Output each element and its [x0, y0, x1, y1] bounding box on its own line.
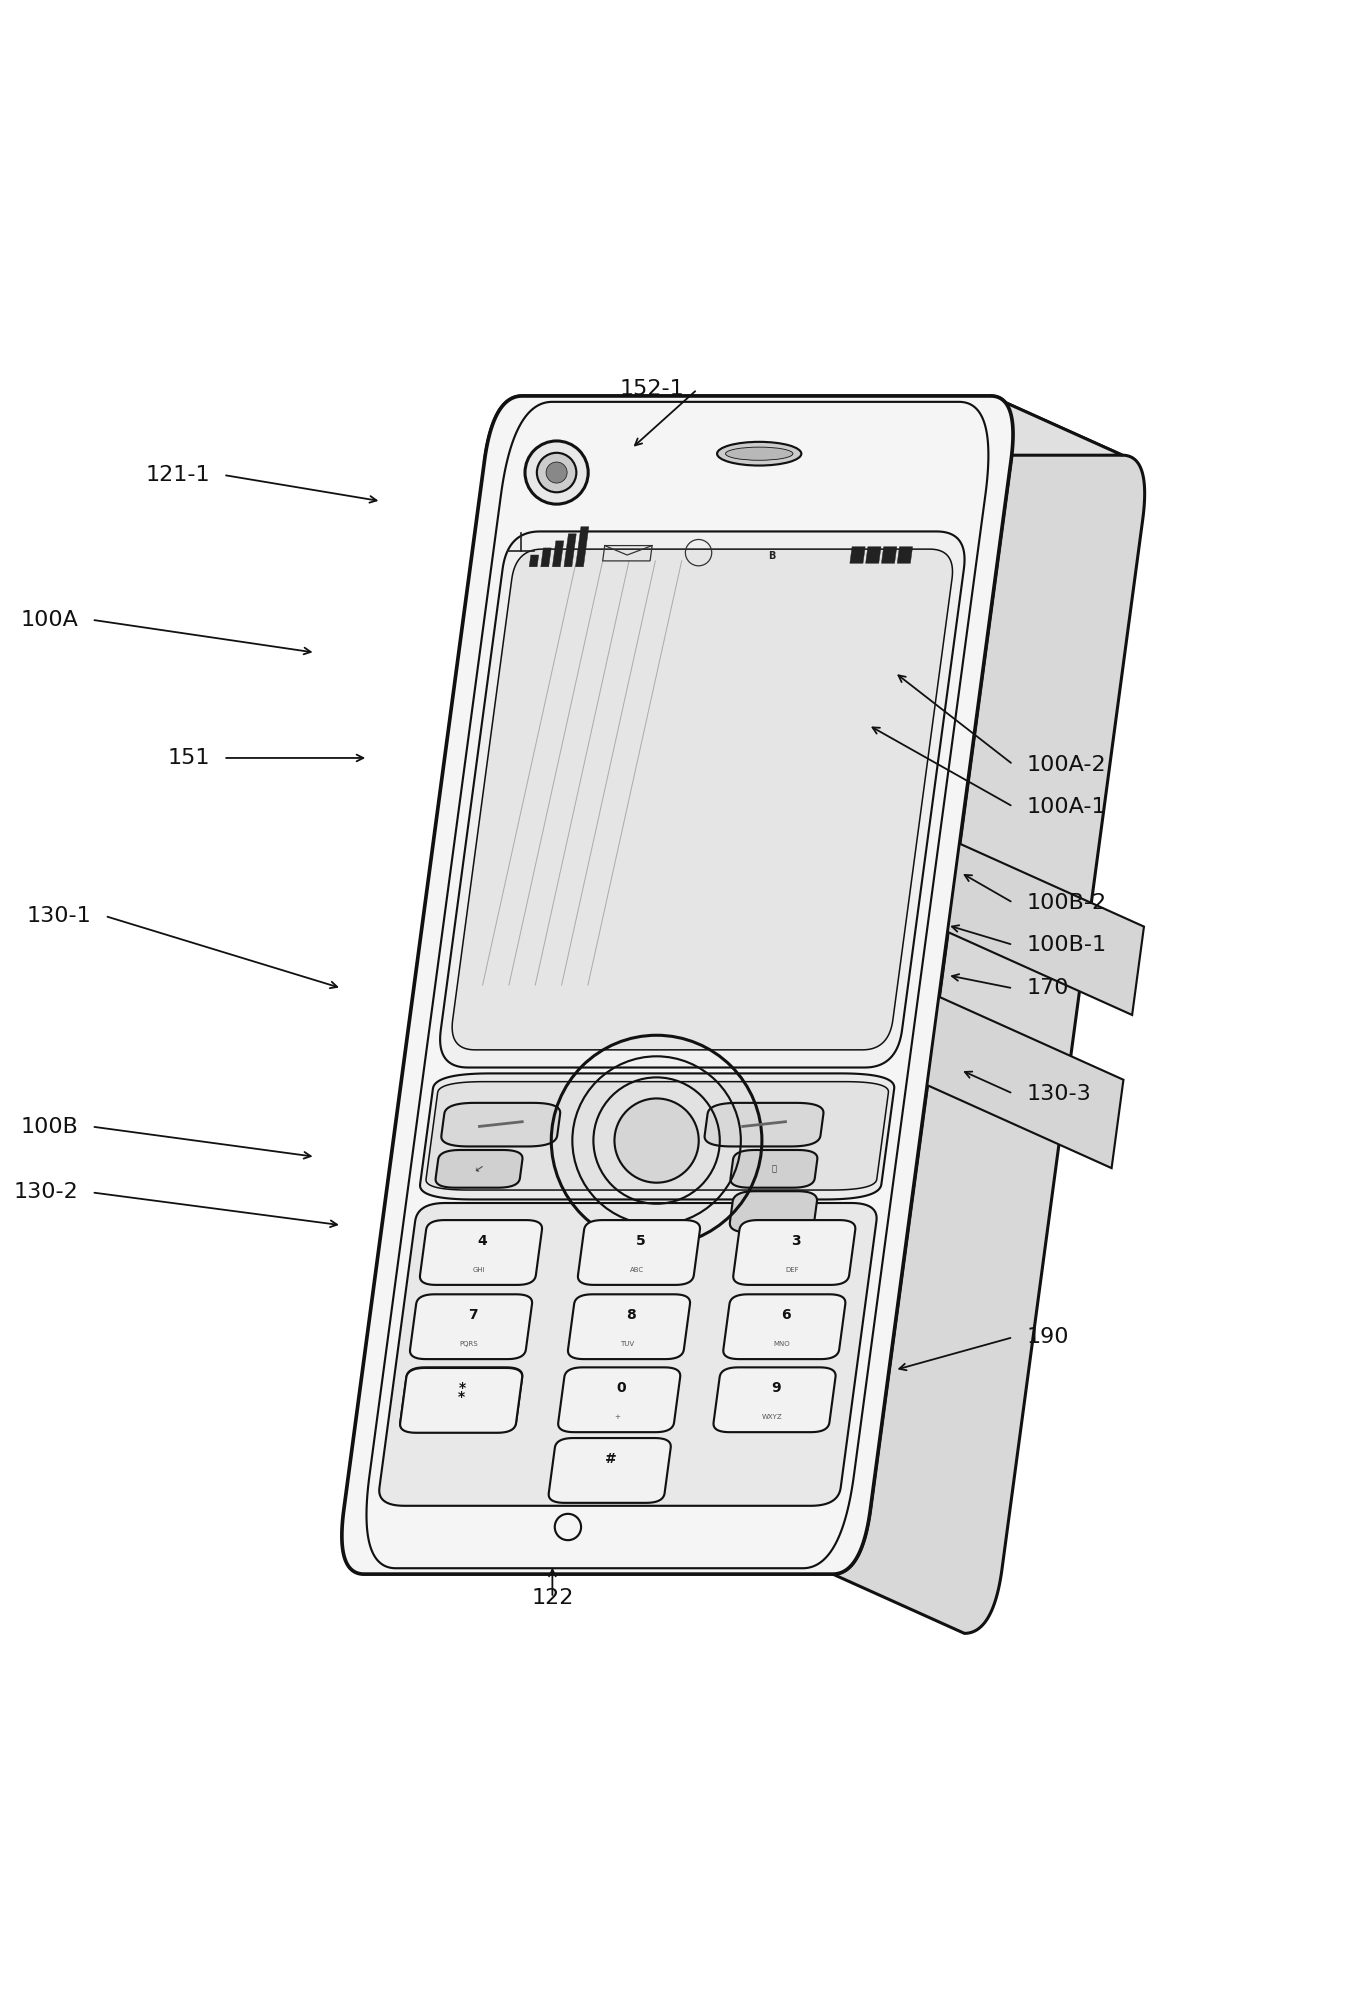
Ellipse shape [725, 447, 794, 461]
Polygon shape [541, 549, 551, 567]
Polygon shape [866, 547, 881, 563]
Polygon shape [342, 397, 1013, 1574]
Polygon shape [713, 1368, 835, 1432]
Text: 170: 170 [1026, 977, 1069, 997]
Polygon shape [426, 1082, 889, 1190]
Polygon shape [564, 535, 576, 567]
Circle shape [525, 441, 588, 505]
Polygon shape [927, 997, 1123, 1168]
Text: WXYZ: WXYZ [761, 1414, 783, 1420]
Text: *: * [459, 1390, 465, 1404]
Polygon shape [410, 1294, 533, 1360]
Text: 151: 151 [168, 747, 210, 767]
Polygon shape [568, 1294, 690, 1360]
Polygon shape [420, 1074, 894, 1200]
Text: 100A-1: 100A-1 [1026, 797, 1106, 817]
Text: 122: 122 [531, 1588, 573, 1608]
Polygon shape [484, 397, 1122, 521]
Circle shape [537, 453, 577, 493]
Polygon shape [881, 547, 897, 563]
Polygon shape [733, 1220, 855, 1284]
Polygon shape [436, 1150, 522, 1188]
Text: 6: 6 [781, 1308, 791, 1322]
Polygon shape [578, 1220, 699, 1284]
Text: GHI: GHI [472, 1268, 486, 1274]
Polygon shape [730, 1192, 816, 1232]
Ellipse shape [717, 443, 802, 465]
Circle shape [546, 463, 568, 483]
Text: 130-1: 130-1 [27, 905, 91, 925]
Text: 9: 9 [771, 1380, 781, 1394]
Circle shape [615, 1098, 698, 1182]
Polygon shape [452, 549, 952, 1050]
Polygon shape [730, 1150, 818, 1188]
Text: 100B: 100B [20, 1116, 78, 1136]
Text: +: + [613, 1414, 620, 1420]
Text: 130-3: 130-3 [1026, 1084, 1091, 1104]
Polygon shape [529, 555, 539, 567]
Text: *: * [459, 1380, 467, 1394]
Text: #: # [605, 1452, 617, 1466]
Text: 7: 7 [468, 1308, 477, 1322]
Polygon shape [948, 843, 1145, 1016]
Text: 5: 5 [636, 1234, 646, 1248]
Polygon shape [399, 1368, 522, 1432]
Text: 121-1: 121-1 [145, 465, 210, 485]
Polygon shape [576, 527, 589, 567]
Text: 3: 3 [791, 1234, 800, 1248]
Polygon shape [420, 1220, 542, 1284]
Text: 100B-1: 100B-1 [1026, 935, 1107, 955]
Text: ⓟ: ⓟ [772, 1164, 776, 1174]
Text: 0: 0 [616, 1380, 625, 1394]
Text: 100A-2: 100A-2 [1026, 755, 1106, 775]
Text: B: B [768, 551, 776, 561]
Text: 4: 4 [477, 1234, 487, 1248]
Text: DEF: DEF [785, 1268, 799, 1274]
Text: 100A: 100A [20, 609, 78, 629]
Text: ↙: ↙ [473, 1164, 484, 1174]
Text: ABC: ABC [629, 1268, 644, 1274]
Polygon shape [705, 1104, 823, 1146]
Polygon shape [897, 547, 913, 563]
Text: TUV: TUV [620, 1342, 633, 1348]
Text: 8: 8 [625, 1308, 635, 1322]
Polygon shape [833, 397, 1145, 1632]
Text: 152-1: 152-1 [619, 379, 685, 399]
Text: 190: 190 [1026, 1328, 1069, 1348]
Polygon shape [558, 1368, 681, 1432]
Text: PQRS: PQRS [460, 1342, 477, 1348]
Polygon shape [553, 541, 564, 567]
Polygon shape [440, 531, 964, 1068]
Polygon shape [441, 1104, 561, 1146]
Polygon shape [549, 1438, 671, 1502]
Text: 130-2: 130-2 [13, 1182, 78, 1202]
Polygon shape [850, 547, 865, 563]
Text: 100B-2: 100B-2 [1026, 893, 1107, 913]
Polygon shape [379, 1204, 877, 1506]
Text: MNO: MNO [773, 1342, 791, 1348]
Polygon shape [401, 1368, 522, 1432]
Polygon shape [724, 1294, 846, 1360]
